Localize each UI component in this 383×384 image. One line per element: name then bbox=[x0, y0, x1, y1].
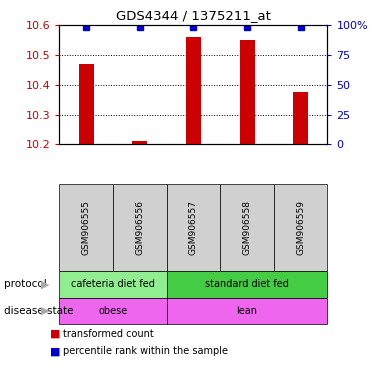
Text: lean: lean bbox=[237, 306, 257, 316]
Text: ▶: ▶ bbox=[41, 279, 49, 289]
Text: obese: obese bbox=[98, 306, 128, 316]
Bar bbox=[293, 92, 308, 144]
Text: ■: ■ bbox=[50, 329, 60, 339]
Text: ■: ■ bbox=[50, 346, 60, 356]
Text: GSM906559: GSM906559 bbox=[296, 200, 305, 255]
Bar bbox=[239, 40, 255, 144]
Title: GDS4344 / 1375211_at: GDS4344 / 1375211_at bbox=[116, 9, 271, 22]
Text: GSM906558: GSM906558 bbox=[242, 200, 252, 255]
Text: standard diet fed: standard diet fed bbox=[205, 279, 289, 289]
Bar bbox=[186, 37, 201, 144]
Text: cafeteria diet fed: cafeteria diet fed bbox=[71, 279, 155, 289]
Text: disease state: disease state bbox=[4, 306, 73, 316]
Text: transformed count: transformed count bbox=[63, 329, 154, 339]
Text: GSM906557: GSM906557 bbox=[189, 200, 198, 255]
Text: ▶: ▶ bbox=[41, 306, 49, 316]
Text: protocol: protocol bbox=[4, 279, 47, 289]
Text: percentile rank within the sample: percentile rank within the sample bbox=[63, 346, 228, 356]
Bar bbox=[132, 141, 147, 144]
Bar bbox=[79, 64, 94, 144]
Text: GSM906555: GSM906555 bbox=[82, 200, 91, 255]
Text: GSM906556: GSM906556 bbox=[135, 200, 144, 255]
